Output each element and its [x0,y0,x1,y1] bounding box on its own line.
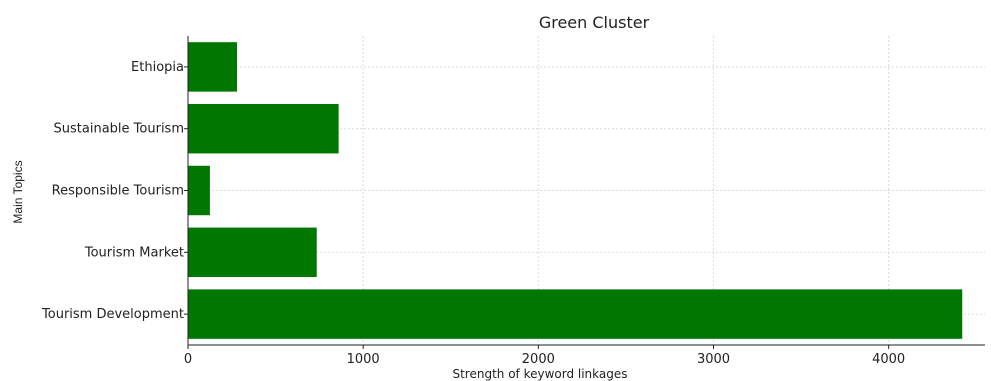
x-tick-label: 2000 [522,352,555,367]
bar-ethiopia [188,42,238,92]
y-axis-label: Main Topics [11,160,25,223]
y-tick-label: Tourism Market [84,245,184,260]
x-axis-label: Strength of keyword linkages [452,367,627,381]
x-tick-labels: 0 1000 2000 3000 4000 [184,345,905,367]
y-tick-label: Ethiopia [131,60,184,75]
bar-tourism-market [188,227,317,278]
bar-responsible-tourism [188,165,210,216]
x-tick-label: 1000 [347,352,380,367]
x-tick-label: 3000 [697,352,730,367]
bars [188,42,963,339]
x-tick-label: 4000 [872,352,905,367]
y-tick-label: Tourism Development [41,307,184,322]
chart-title: Green Cluster [539,13,650,32]
x-tick-label: 0 [184,352,192,367]
bar-sustainable-tourism [188,103,339,154]
y-tick-label: Responsible Tourism [52,184,184,199]
bar-tourism-development [188,289,963,339]
category-labels: Ethiopia Sustainable Tourism Responsible T… [41,60,188,322]
y-tick-label: Sustainable Tourism [54,122,184,137]
